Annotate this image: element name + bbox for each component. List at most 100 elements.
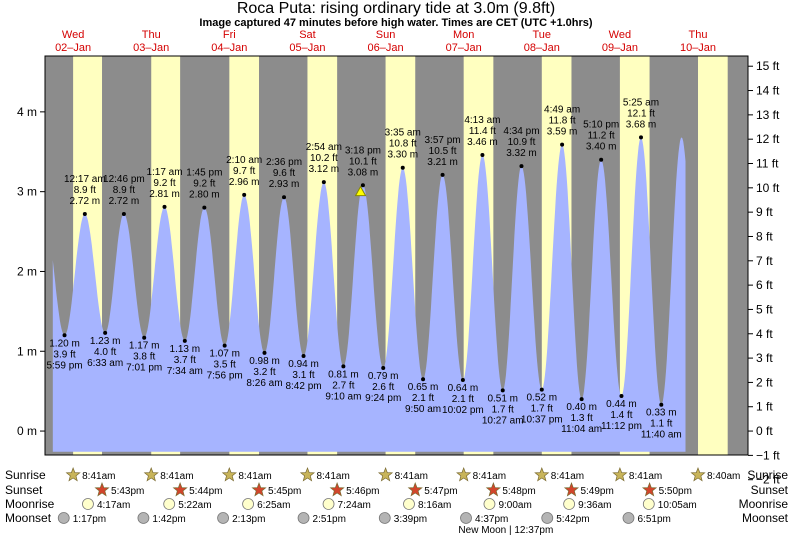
low-tide-label: 3.2 ft (253, 367, 275, 378)
high-tide-point (282, 195, 287, 200)
high-tide-point (162, 204, 167, 209)
sunset-star-icon (485, 482, 501, 497)
right-axis-tick-label: 3 ft (756, 351, 773, 365)
low-tide-point (421, 377, 426, 382)
high-tide-point (638, 135, 643, 140)
high-tide-label: 3:57 pm (425, 135, 461, 146)
low-tide-label: 1.1 ft (650, 419, 672, 430)
high-tide-label: 3.46 m (467, 137, 498, 148)
low-tide-point (460, 377, 465, 382)
high-tide-label: 3.59 m (547, 127, 578, 138)
moonrise-moon-icon (563, 498, 576, 510)
low-tide-label: 3.1 ft (292, 370, 314, 381)
right-axis-tick-label: 1 ft (756, 400, 773, 414)
sunrise-time: 8:40am (707, 471, 740, 482)
low-tide-label: 2.1 ft (412, 393, 434, 404)
moonset-time: 6:51pm (637, 514, 670, 525)
high-tide-label: 3.21 m (427, 157, 458, 168)
moonset-moon-icon (297, 512, 310, 524)
moonrise-time: 6:25am (257, 500, 290, 511)
high-tide-label: 3.30 m (387, 150, 418, 161)
low-tide-label: 1.07 m (209, 349, 240, 360)
sunrise-star-icon (299, 467, 316, 482)
high-tide-label: 10.5 ft (429, 146, 457, 157)
right-axis-tick-label: −1 ft (756, 448, 780, 462)
low-tide-label: 10:27 am (482, 415, 524, 426)
right-axis-tick-label: 9 ft (756, 205, 773, 219)
moonset-moon-icon (460, 512, 472, 524)
low-tide-label: 6:33 am (87, 358, 123, 369)
low-tide-label: 0.51 m (487, 393, 518, 404)
sunrise-row-label-right: Sunrise (747, 468, 788, 482)
low-tide-point (619, 393, 624, 398)
low-tide-label: 4.0 ft (94, 347, 116, 358)
high-tide-label: 2.80 m (189, 190, 220, 201)
low-tide-label: 9:10 am (325, 391, 361, 402)
sunset-time: 5:47pm (424, 486, 457, 497)
moonset-time: 1:42pm (152, 514, 185, 525)
low-tide-label: 1.4 ft (610, 410, 632, 421)
high-tide-label: 9.6 ft (273, 168, 295, 179)
moonrise-time: 4:17am (97, 500, 130, 511)
plot-frame (44, 55, 749, 456)
moonset-moon-icon (622, 512, 635, 524)
low-tide-label: 2.6 ft (372, 382, 394, 393)
sunrise-time: 8:41am (160, 471, 193, 482)
right-axis-tick-label: 8 ft (756, 229, 773, 243)
right-axis-tick-label: 12 ft (756, 132, 780, 146)
high-tide-label: 3.08 m (348, 167, 379, 178)
high-tide-label: 9.7 ft (233, 166, 255, 177)
low-tide-label: 1.7 ft (492, 404, 514, 415)
high-tide-label: 3.40 m (586, 142, 617, 153)
high-tide-label: 5:10 pm (583, 120, 619, 131)
low-tide-label: 0.44 m (606, 399, 637, 410)
sunrise-star-icon (377, 467, 394, 482)
day-weekday-label: Wed (609, 29, 631, 41)
sunrise-row-label-left: Sunrise (5, 468, 46, 482)
right-axis-tick-label: 0 ft (756, 424, 773, 438)
day-date-label: 04–Jan (211, 42, 247, 54)
high-tide-label: 3.32 m (506, 148, 537, 159)
low-tide-label: 0.79 m (368, 371, 399, 382)
sunrise-time: 8:41am (551, 471, 584, 482)
sunrise-time: 8:41am (473, 471, 506, 482)
high-tide-label: 1:17 am (146, 167, 182, 178)
low-tide-label: 0.81 m (328, 369, 359, 380)
low-tide-point (142, 335, 147, 340)
day-weekday-label: Thu (142, 29, 161, 41)
sunset-row-label-right: Sunset (751, 483, 789, 497)
low-tide-label: 0.65 m (408, 382, 439, 393)
high-tide-label: 12:17 am (64, 174, 106, 185)
right-axis-tick-label: 13 ft (756, 108, 780, 122)
left-axis-tick-label: 3 m (17, 185, 37, 199)
high-tide-point (121, 212, 126, 217)
day-weekday-label: Mon (453, 29, 474, 41)
sunset-time: 5:48pm (502, 486, 535, 497)
moonset-row-label-left: Moonset (5, 511, 52, 525)
tide-water-area (52, 137, 686, 452)
low-tide-point (381, 366, 386, 371)
high-tide-label: 11.8 ft (549, 116, 576, 127)
sunset-star-icon (641, 482, 658, 497)
high-tide-label: 12:46 pm (103, 174, 145, 185)
day-date-label: 06–Jan (368, 42, 404, 54)
high-tide-label: 2.81 m (149, 189, 180, 200)
day-weekday-label: Sat (299, 29, 316, 41)
low-tide-point (103, 330, 108, 335)
high-tide-label: 11.2 ft (588, 131, 615, 142)
day-weekday-label: Wed (62, 29, 84, 41)
moonrise-time: 9:36am (578, 500, 611, 511)
low-tide-label: 3.9 ft (53, 349, 75, 360)
day-weekday-label: Sun (376, 29, 396, 41)
high-tide-label: 8.9 ft (113, 185, 135, 196)
high-tide-label: 10.8 ft (389, 139, 417, 150)
moonset-time: 2:13pm (232, 514, 265, 525)
moonset-time: 5:42pm (556, 514, 589, 525)
left-axis-tick-label: 1 m (17, 344, 37, 358)
low-tide-point (262, 350, 267, 355)
moonrise-moon-icon (163, 498, 176, 510)
sunrise-star-icon (534, 467, 550, 482)
high-tide-label: 2.93 m (269, 179, 300, 190)
high-tide-point (440, 172, 445, 177)
day-weekday-label: Thu (689, 29, 708, 41)
